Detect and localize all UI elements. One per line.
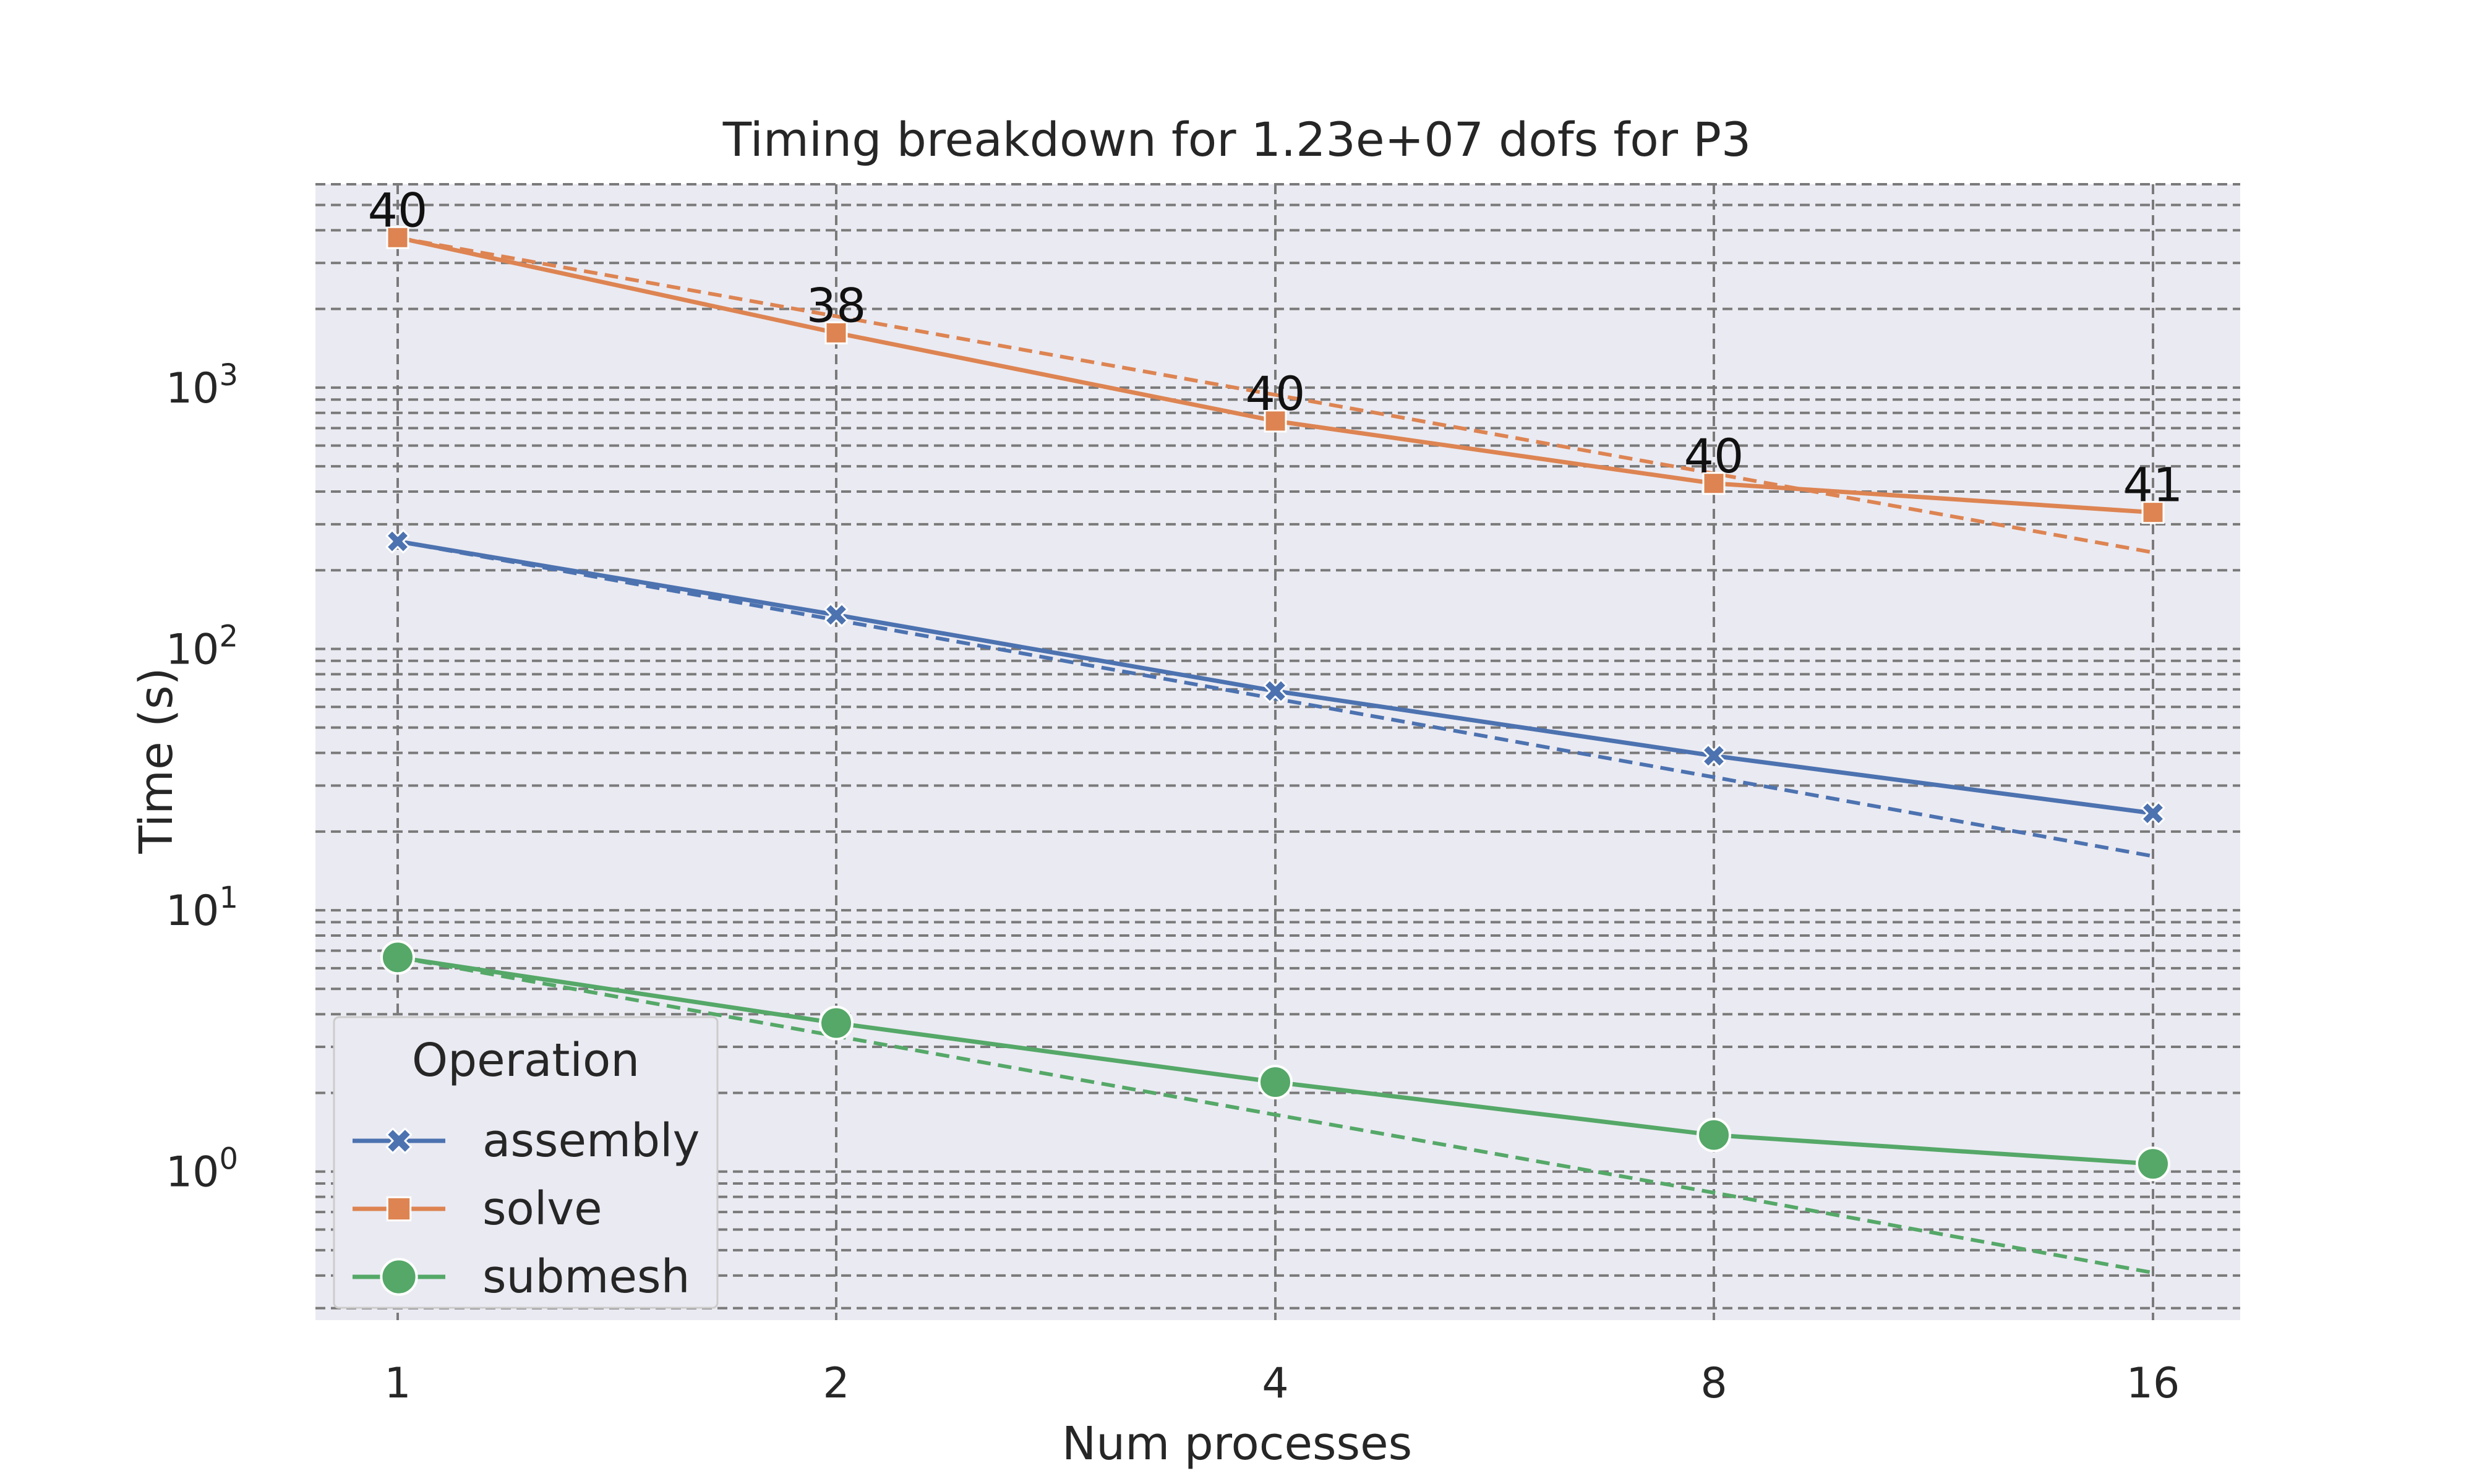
assembly-ideal-line	[397, 539, 2154, 858]
data-label: 40	[1246, 366, 1306, 421]
x-tick-label: 4	[1262, 1359, 1288, 1408]
assembly-marker	[1263, 679, 1288, 704]
submesh-ideal-line	[397, 955, 2154, 1275]
legend-item-solve: solve	[482, 1182, 602, 1235]
y-tick-labels: 100 101 102 103	[166, 358, 238, 1197]
markers	[380, 226, 2170, 1182]
x-tick-label: 8	[1700, 1359, 1727, 1408]
assembly-marker	[2141, 801, 2165, 825]
x-axis-title: Num processes	[1062, 1417, 1412, 1470]
solve-marker	[2141, 501, 2165, 524]
solve-ideal-line	[397, 236, 2154, 555]
chart-title: Timing breakdown for 1.23e+07 dofs for P…	[722, 112, 1752, 167]
legend-title: Operation	[412, 1034, 640, 1087]
legend-solve-marker	[386, 1196, 412, 1222]
x-tick-labels: 1 2 4 8 16	[384, 1359, 2180, 1408]
ideal-lines	[397, 236, 2154, 1275]
y-tick-label: 102	[166, 619, 238, 674]
x-tick-label: 1	[384, 1359, 411, 1408]
y-tick-label: 101	[166, 881, 238, 936]
submesh-marker	[380, 940, 415, 975]
x-tick-label: 2	[823, 1359, 849, 1408]
submesh-marker	[819, 1005, 854, 1041]
submesh-marker	[1258, 1064, 1293, 1099]
legend: Operation assembly solve submesh	[333, 1016, 719, 1309]
solve-marker	[824, 321, 848, 344]
legend-frame	[333, 1016, 719, 1309]
assembly-marker	[824, 602, 849, 627]
data-label: 40	[1684, 429, 1744, 484]
annotations: 40 38 40 40 41	[368, 182, 2183, 512]
data-label: 40	[368, 182, 428, 237]
data-label: 38	[807, 278, 867, 333]
submesh-marker	[1697, 1117, 1731, 1153]
solve-marker	[386, 226, 409, 249]
x-tick-label: 16	[2126, 1359, 2180, 1408]
legend-item-assembly: assembly	[482, 1114, 700, 1167]
data-label: 41	[2123, 458, 2183, 513]
assembly-marker	[1701, 743, 1726, 768]
y-axis-title: Time (s)	[130, 668, 183, 855]
solve-marker	[1264, 409, 1287, 433]
solve-marker	[1702, 472, 1726, 495]
legend-item-submesh: submesh	[482, 1250, 690, 1303]
submesh-marker	[2136, 1146, 2170, 1182]
assembly-marker	[385, 529, 410, 554]
y-tick-label: 103	[166, 358, 238, 413]
y-tick-label: 100	[166, 1142, 238, 1197]
legend-assembly-marker	[385, 1127, 413, 1154]
legend-submesh-marker	[380, 1258, 418, 1296]
